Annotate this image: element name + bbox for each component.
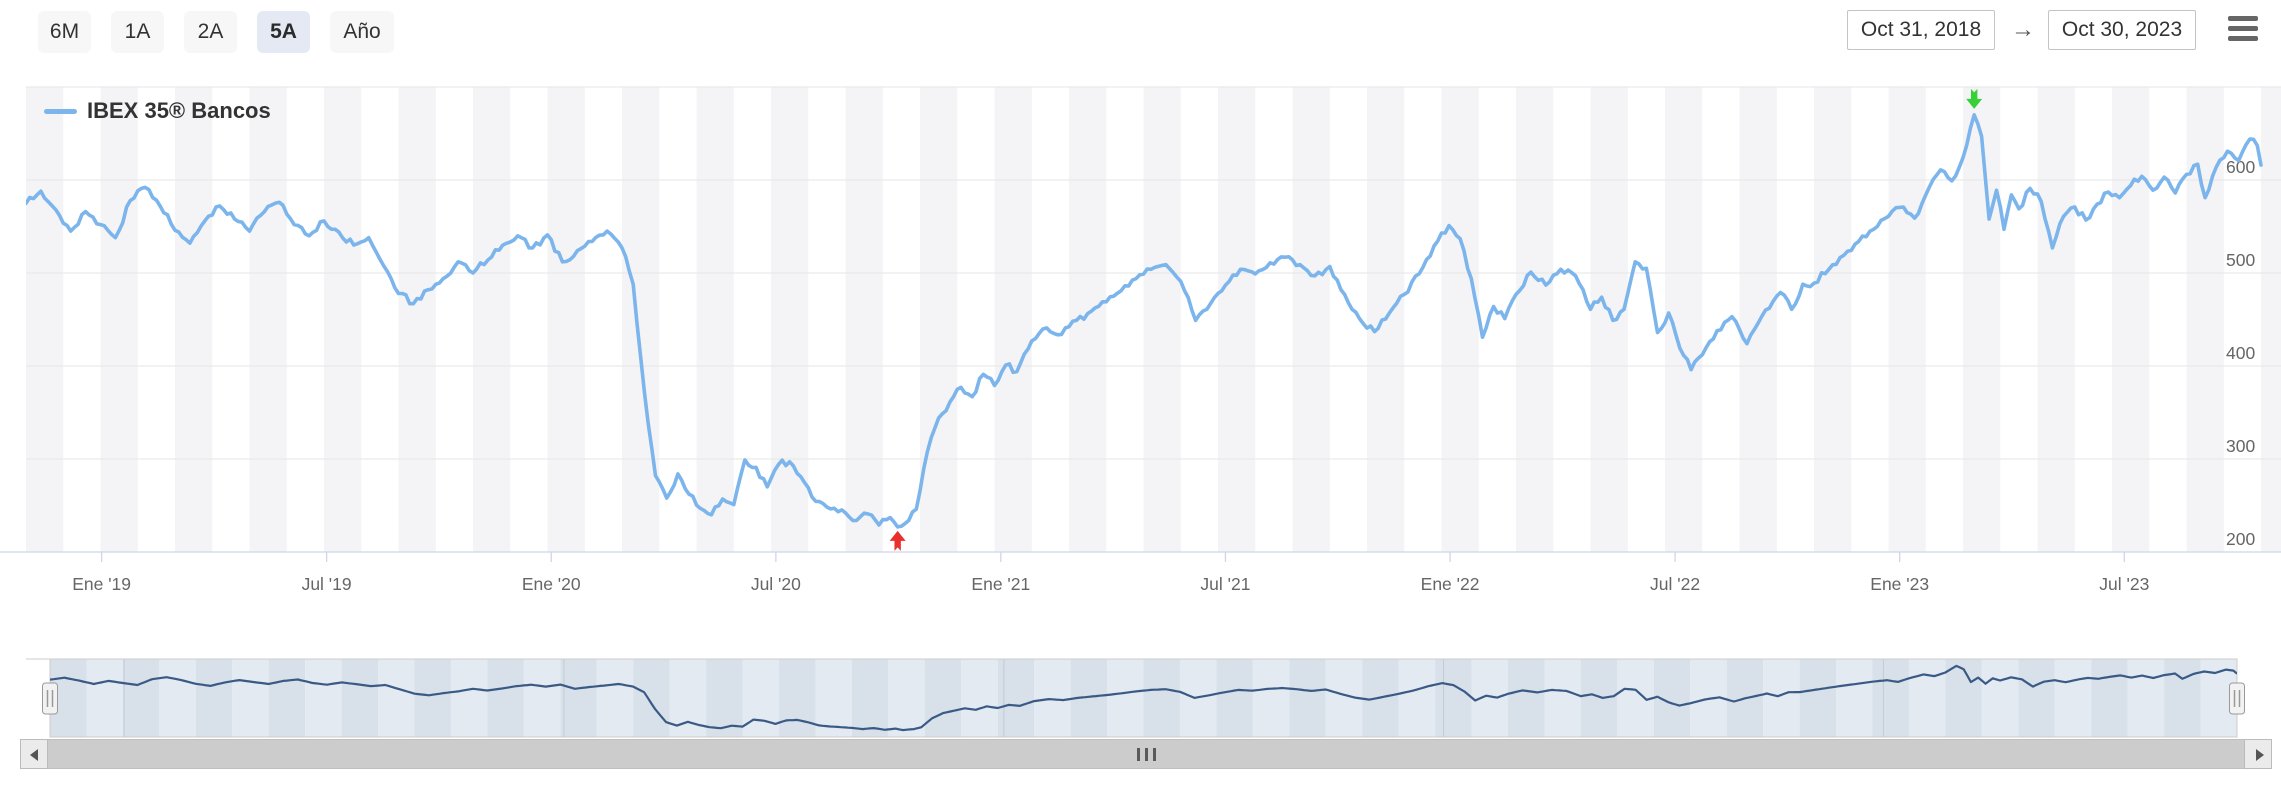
range-button-6m[interactable]: 6M <box>38 11 91 53</box>
legend[interactable]: IBEX 35® Bancos <box>44 98 271 124</box>
high-marker-icon <box>1966 88 1983 109</box>
chart-toolbar: 6M 1A 2A 5A Año → <box>0 0 2281 60</box>
x-axis-label: Jul '20 <box>751 574 801 594</box>
navigator-series-line <box>50 664 2237 732</box>
y-axis-label: 300 <box>2226 436 2255 456</box>
y-grid: 200 300 400 500 600 <box>26 86 2281 549</box>
x-axis-label: Jul '21 <box>1200 574 1250 594</box>
scrollbar-right-button[interactable] <box>2244 739 2272 769</box>
low-marker-icon <box>889 530 906 551</box>
x-axis-label: Ene '21 <box>971 574 1030 594</box>
series-line-ibex35-bancos[interactable] <box>26 113 2263 529</box>
range-button-1a[interactable]: 1A <box>111 11 164 53</box>
date-range-arrow-icon: → <box>2011 16 2035 43</box>
x-axis-label: Jul '19 <box>302 574 352 594</box>
arrow-left-icon <box>30 749 38 761</box>
x-axis-label: Ene '22 <box>1421 574 1480 594</box>
y-axis-label: 500 <box>2226 250 2255 270</box>
horizontal-scrollbar[interactable] <box>20 739 2272 769</box>
x-axis: Ene '19 Jul '19 Ene '20 Jul '20 Ene '21 Jul '… <box>0 551 2281 594</box>
y-axis-label: 200 <box>2226 529 2255 549</box>
navigator-right-handle[interactable] <box>2229 682 2245 715</box>
x-axis-label: Jul '23 <box>2099 574 2149 594</box>
hamburger-menu-icon[interactable] <box>2226 13 2260 47</box>
y-axis-label: 600 <box>2226 157 2255 177</box>
scrollbar-left-button[interactable] <box>20 739 48 769</box>
navigator[interactable] <box>26 658 2245 738</box>
date-to-input[interactable] <box>2048 10 2196 50</box>
legend-series-label: IBEX 35® Bancos <box>87 98 271 123</box>
x-axis-label: Ene '19 <box>72 574 131 594</box>
x-axis-label: Jul '22 <box>1650 574 1700 594</box>
x-axis-label: Ene '20 <box>522 574 581 594</box>
plot-bands <box>26 87 2281 552</box>
range-button-ano[interactable]: Año <box>330 11 394 53</box>
range-button-2a[interactable]: 2A <box>184 11 237 53</box>
grip-bars-icon[interactable] <box>1137 748 1159 761</box>
legend-line-swatch <box>44 108 77 114</box>
arrow-right-icon <box>2256 749 2264 761</box>
x-axis-label: Ene '23 <box>1870 574 1929 594</box>
date-from-input[interactable] <box>1847 10 1995 50</box>
y-axis-label: 400 <box>2226 343 2255 363</box>
range-button-5a[interactable]: 5A <box>257 11 310 53</box>
navigator-left-handle[interactable] <box>42 682 58 715</box>
